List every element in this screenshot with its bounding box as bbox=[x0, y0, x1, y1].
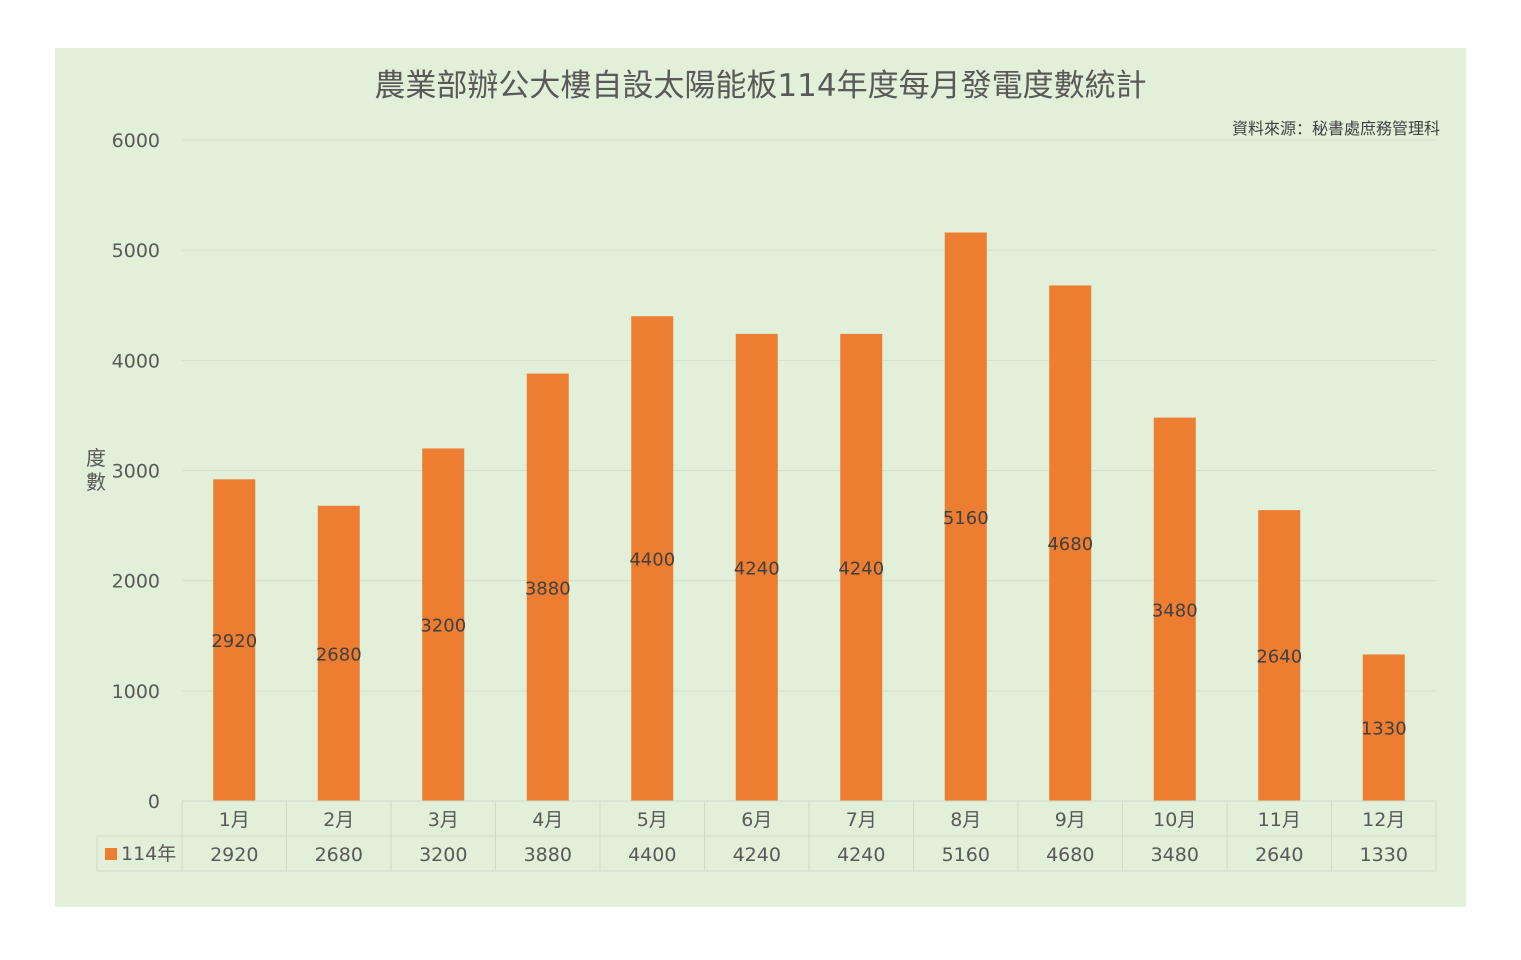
bar bbox=[1362, 654, 1405, 801]
data-label: 2920 bbox=[211, 631, 257, 652]
y-tick-label: 2000 bbox=[112, 571, 160, 593]
legend-label: 114年 bbox=[121, 843, 176, 865]
y-tick-label: 6000 bbox=[112, 130, 160, 152]
y-tick-label: 1000 bbox=[112, 681, 160, 703]
x-tick-label: 7月 bbox=[846, 809, 877, 831]
bar bbox=[526, 373, 569, 801]
y-axis-label: 度數 bbox=[86, 446, 106, 494]
x-tick-label: 5月 bbox=[637, 809, 668, 831]
bar bbox=[317, 505, 360, 801]
table-cell: 2680 bbox=[315, 844, 363, 866]
bar bbox=[840, 333, 883, 801]
y-tick-label: 5000 bbox=[112, 240, 160, 262]
y-tick-label: 4000 bbox=[112, 350, 160, 372]
table-cell: 4240 bbox=[733, 844, 781, 866]
data-label: 3200 bbox=[420, 616, 466, 637]
table-cell: 5160 bbox=[942, 844, 990, 866]
data-label: 1330 bbox=[1361, 719, 1407, 740]
bar bbox=[1049, 285, 1092, 801]
source-note: 資料來源：秘書處庶務管理科 bbox=[1231, 119, 1440, 138]
x-tick-label: 11月 bbox=[1258, 809, 1301, 831]
legend-swatch bbox=[105, 848, 117, 860]
bar bbox=[422, 448, 465, 801]
bar bbox=[631, 316, 674, 801]
data-label: 4240 bbox=[838, 558, 884, 579]
table-cell: 2640 bbox=[1255, 844, 1303, 866]
data-label: 2680 bbox=[316, 644, 362, 665]
table-cell: 4400 bbox=[628, 844, 676, 866]
x-tick-label: 10月 bbox=[1153, 809, 1196, 831]
bar bbox=[735, 333, 778, 801]
bar bbox=[213, 479, 256, 801]
y-tick-label: 0 bbox=[148, 791, 160, 813]
table-cell: 3200 bbox=[419, 844, 467, 866]
table-cell: 2920 bbox=[210, 844, 258, 866]
data-label: 2640 bbox=[1256, 647, 1302, 668]
x-tick-label: 9月 bbox=[1055, 809, 1086, 831]
bar bbox=[1153, 417, 1196, 801]
data-label: 3480 bbox=[1152, 600, 1198, 621]
data-label: 3880 bbox=[525, 578, 571, 599]
chart-title: 農業部辦公大樓自設太陽能板114年度每月發電度數統計 bbox=[374, 68, 1147, 104]
x-tick-label: 1月 bbox=[219, 809, 250, 831]
x-tick-label: 6月 bbox=[741, 809, 772, 831]
bar bbox=[1258, 510, 1301, 801]
table-cell: 4680 bbox=[1046, 844, 1094, 866]
x-tick-label: 4月 bbox=[532, 809, 563, 831]
table-cell: 3880 bbox=[524, 844, 572, 866]
x-tick-label: 8月 bbox=[950, 809, 981, 831]
y-tick-label: 3000 bbox=[112, 461, 160, 483]
data-label: 4680 bbox=[1047, 534, 1093, 555]
data-label: 4400 bbox=[629, 550, 675, 571]
table-cell: 4240 bbox=[837, 844, 885, 866]
table-cell: 1330 bbox=[1360, 844, 1408, 866]
data-label: 4240 bbox=[734, 558, 780, 579]
x-tick-label: 3月 bbox=[428, 809, 459, 831]
x-tick-label: 2月 bbox=[323, 809, 354, 831]
x-tick-label: 12月 bbox=[1362, 809, 1405, 831]
table-cell: 3480 bbox=[1151, 844, 1199, 866]
bar bbox=[944, 232, 987, 802]
data-label: 5160 bbox=[943, 508, 989, 529]
